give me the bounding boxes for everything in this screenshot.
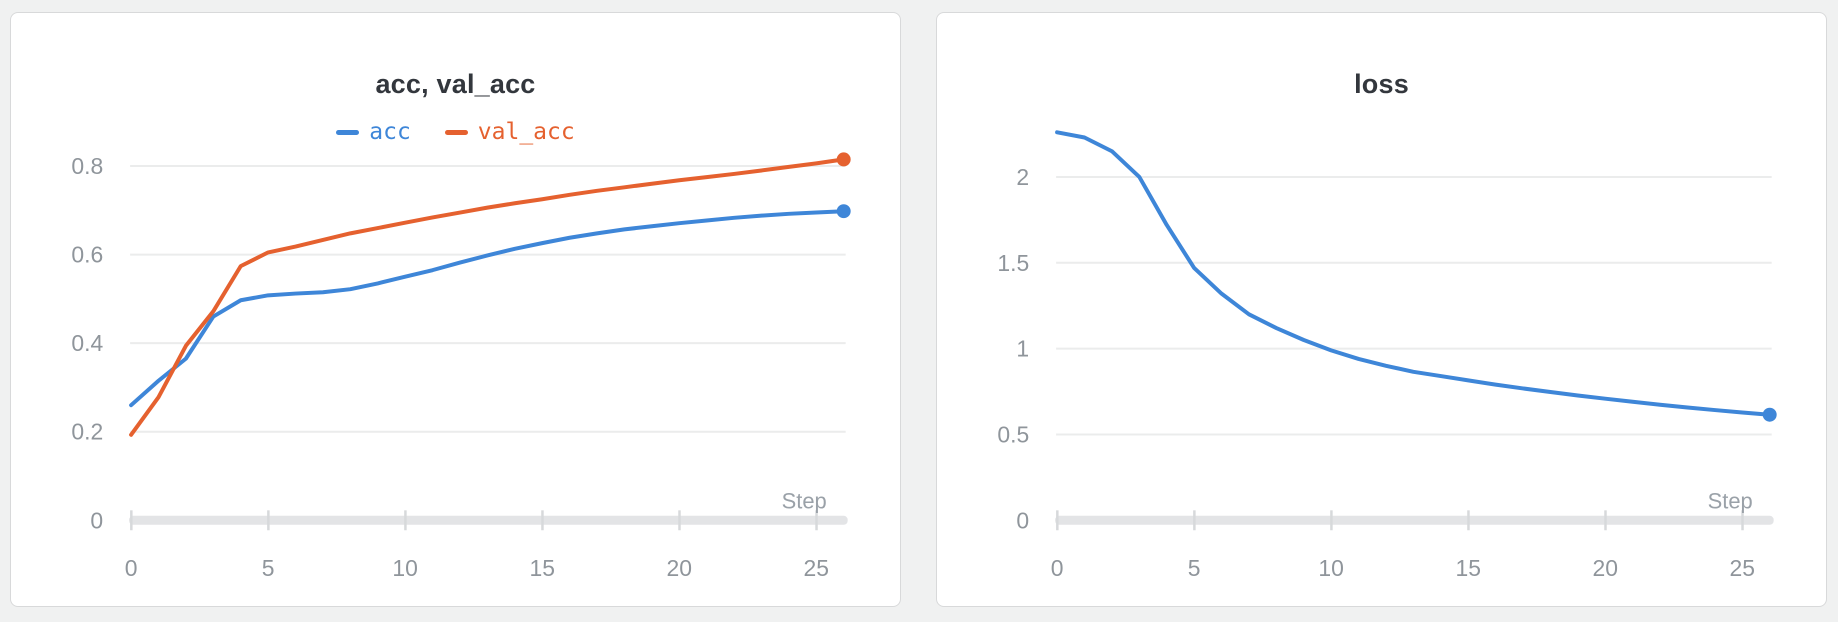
series-line-loss[interactable]	[1055, 130, 1772, 417]
x-tick-mark	[1193, 510, 1196, 531]
x-tick-label: 5	[262, 555, 275, 581]
x-tick-label: 20	[667, 555, 692, 581]
y-tick-label: 0	[1016, 507, 1029, 533]
legend-swatch-acc	[336, 129, 360, 135]
y-tick-label: 0.4	[71, 330, 103, 356]
x-tick-mark	[130, 510, 133, 531]
x-tick-mark	[815, 510, 818, 531]
legend-item-acc[interactable]: acc	[336, 119, 411, 145]
y-tick-label: 0.6	[71, 242, 103, 268]
plot-acc-val-acc[interactable]: 0 0.2 0.4 0.6 0.8 0 5 10 15 20 25 Step	[11, 13, 900, 606]
x-tick-mark	[1741, 510, 1744, 531]
legend-item-val-acc[interactable]: val_acc	[444, 119, 575, 145]
legend: acc val_acc	[11, 119, 900, 145]
y-tick-label: 0.2	[71, 419, 103, 445]
series-line-acc[interactable]	[129, 209, 846, 408]
x-tick-mark	[267, 510, 270, 531]
series-end-dot-val_acc[interactable]	[836, 152, 851, 167]
x-tick-mark	[1056, 510, 1059, 531]
x-axis-bar	[129, 515, 848, 525]
y-tick-label: 1	[1016, 336, 1029, 362]
y-tick-label: 0	[90, 507, 103, 533]
x-tick-label: 20	[1593, 555, 1618, 581]
x-tick-label: 25	[804, 555, 829, 581]
panel-acc-val-acc: acc, val_acc acc val_acc 0 0.2 0.4 0.6 0.8 0 5…	[10, 12, 901, 607]
x-tick-label: 10	[392, 555, 417, 581]
legend-swatch-val-acc	[444, 129, 468, 135]
x-axis-bar	[1055, 515, 1774, 525]
y-tick-label: 0.8	[71, 153, 103, 179]
x-tick-label: 0	[1051, 555, 1064, 581]
x-axis-title: Step	[782, 488, 827, 513]
x-tick-mark	[1330, 510, 1333, 531]
x-tick-label: 0	[125, 555, 138, 581]
x-tick-mark	[1467, 510, 1470, 531]
legend-label-acc: acc	[369, 119, 411, 145]
x-tick-mark	[404, 510, 407, 531]
series-end-dot-loss[interactable]	[1762, 407, 1777, 422]
x-tick-mark	[678, 510, 681, 531]
x-tick-label: 25	[1730, 555, 1755, 581]
chart-title: acc, val_acc	[375, 69, 536, 99]
x-tick-label: 15	[1455, 555, 1480, 581]
panel-loss: loss 0 0.5 1 1.5 2 0 5 10 15 20 25 Step	[936, 12, 1827, 607]
y-tick-label: 1.5	[997, 250, 1029, 276]
x-axis-title: Step	[1708, 488, 1753, 513]
legend-label-val-acc: val_acc	[477, 119, 575, 145]
series-end-dot-acc[interactable]	[836, 204, 851, 219]
x-tick-label: 15	[529, 555, 554, 581]
x-tick-label: 10	[1318, 555, 1343, 581]
y-tick-label: 0.5	[997, 421, 1029, 447]
chart-title: loss	[1354, 69, 1409, 99]
x-tick-mark	[1604, 510, 1607, 531]
x-tick-label: 5	[1188, 555, 1201, 581]
y-tick-label: 2	[1016, 164, 1029, 190]
x-tick-mark	[541, 510, 544, 531]
series-line-val_acc[interactable]	[129, 157, 846, 437]
